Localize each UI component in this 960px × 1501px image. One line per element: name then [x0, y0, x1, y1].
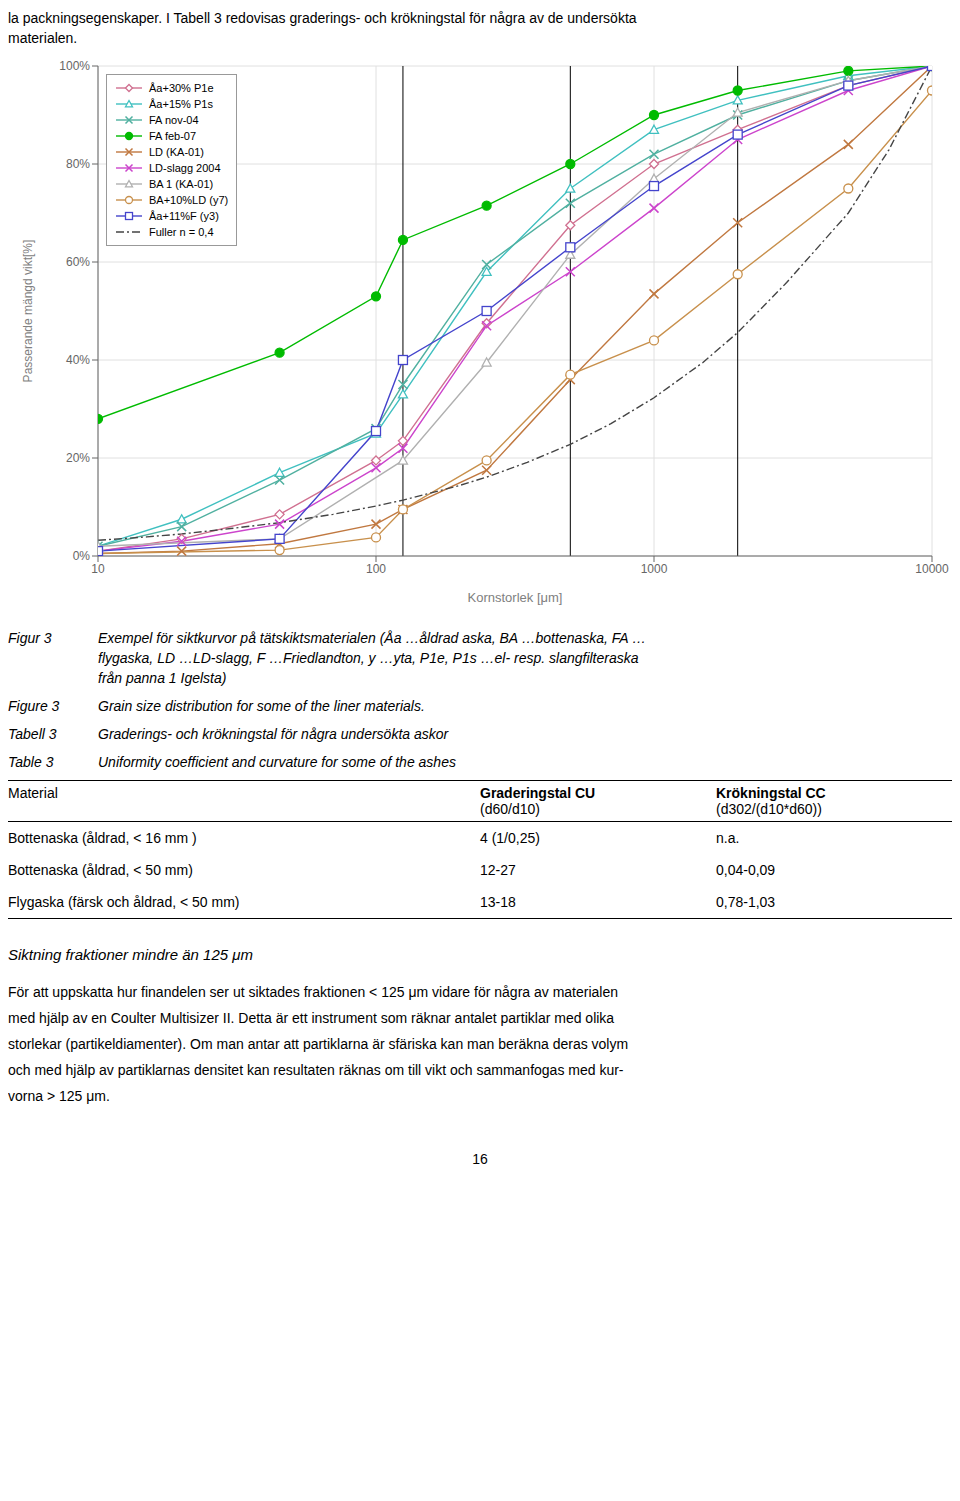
svg-text:100: 100	[366, 562, 386, 576]
html-text:Exempel för siktkurvor på täts: Exempel för siktkurvor på tätskiktsmater…	[98, 630, 646, 646]
html-text:storlekar (partikeldiamenter).: storlekar (partikeldiamenter). Om man an…	[8, 1036, 629, 1052]
html-text:la packningsegenskaper. I Tabe: la packningsegenskaper. I Tabell 3 redov…	[8, 10, 637, 26]
svg-text:Kornstorlek [μm]: Kornstorlek [μm]	[468, 590, 563, 605]
html-text:4 (1/0,25): 4 (1/0,25)	[480, 830, 540, 846]
html-text:12-27: 12-27	[480, 862, 516, 878]
html-text:från panna 1 Igelsta): från panna 1 Igelsta)	[98, 670, 227, 686]
html-text:Material: Material	[8, 785, 58, 801]
svg-text:Passerande mängd vikt[%]: Passerande mängd vikt[%]	[21, 240, 35, 383]
html-text:Fuller n = 0,4: Fuller n = 0,4	[149, 226, 214, 238]
html-text:med hjälp av en Coulter Multis: med hjälp av en Coulter Multisizer II. D…	[8, 1010, 615, 1026]
html-text:flygaska, LD …LD-slagg, F …Fri: flygaska, LD …LD-slagg, F …Friedlandton,…	[98, 650, 639, 666]
html-text:Figur 3: Figur 3	[8, 630, 52, 646]
svg-text:80%: 80%	[66, 157, 90, 171]
html-text:För att uppskatta hur finandel: För att uppskatta hur finandelen ser ut …	[8, 984, 618, 1000]
html-text:Tabell 3: Tabell 3	[8, 726, 57, 742]
html-text:Siktning fraktioner mindre än: Siktning fraktioner mindre än 125 μm	[8, 946, 253, 963]
html-text:13-18: 13-18	[480, 894, 516, 910]
html-text:0,78-1,03: 0,78-1,03	[716, 894, 776, 910]
html-text:n.a.: n.a.	[716, 830, 740, 846]
html-text:Bottenaska (åldrad, < 16 mm ): Bottenaska (åldrad, < 16 mm )	[8, 830, 197, 846]
svg-text:10: 10	[91, 562, 105, 576]
html-text:16: 16	[472, 1151, 488, 1167]
html-text:(d60/d10): (d60/d10)	[480, 801, 540, 817]
html-text:Åa+11%F (y3): Åa+11%F (y3)	[149, 210, 219, 222]
html-text:Grain size distribution for so: Grain size distribution for some of the …	[98, 698, 425, 714]
html-text:Krökningstal CC: Krökningstal CC	[716, 785, 826, 801]
html-text:Åa+15% P1s: Åa+15% P1s	[149, 98, 213, 110]
html-text:materialen.: materialen.	[8, 30, 78, 46]
svg-text:20%: 20%	[66, 451, 90, 465]
svg-text:0%: 0%	[73, 549, 91, 563]
html-text:Figure 3: Figure 3	[8, 698, 60, 714]
html-text:(d302/(d10*d60)): (d302/(d10*d60))	[716, 801, 822, 817]
html-text:Flygaska (färsk och åldrad, <: Flygaska (färsk och åldrad, < 50 mm)	[8, 894, 240, 910]
html-text:och med hjälp av partiklarnas: och med hjälp av partiklarnas densitet k…	[8, 1062, 624, 1078]
html-text:FA nov-04: FA nov-04	[149, 114, 199, 126]
html-text:Graderingstal CU: Graderingstal CU	[480, 785, 596, 801]
html-text:BA+10%LD (y7): BA+10%LD (y7)	[149, 194, 229, 206]
html-text:vorna > 125 μm.: vorna > 125 μm.	[8, 1088, 110, 1104]
svg-text:100%: 100%	[59, 59, 90, 73]
html-text:BA 1 (KA-01): BA 1 (KA-01)	[149, 178, 214, 190]
svg-text:60%: 60%	[66, 255, 90, 269]
svg-text:1000: 1000	[641, 562, 668, 576]
html-text:Åa+30% P1e: Åa+30% P1e	[149, 82, 214, 94]
html-text:Graderings- och krökningstal f: Graderings- och krökningstal för några u…	[98, 726, 449, 742]
svg-text:40%: 40%	[66, 353, 90, 367]
html-text:0,04-0,09: 0,04-0,09	[716, 862, 776, 878]
html-text:Bottenaska (åldrad, < 50 mm): Bottenaska (åldrad, < 50 mm)	[8, 862, 193, 878]
html-text:Table 3: Table 3	[8, 754, 54, 770]
html-text:Uniformity coefficient and cur: Uniformity coefficient and curvature for…	[98, 754, 456, 770]
html-text:LD-slagg 2004: LD-slagg 2004	[149, 162, 221, 174]
html-text:FA feb-07: FA feb-07	[149, 130, 197, 142]
html-text:LD (KA-01): LD (KA-01)	[149, 146, 204, 158]
svg-text:10000: 10000	[915, 562, 949, 576]
